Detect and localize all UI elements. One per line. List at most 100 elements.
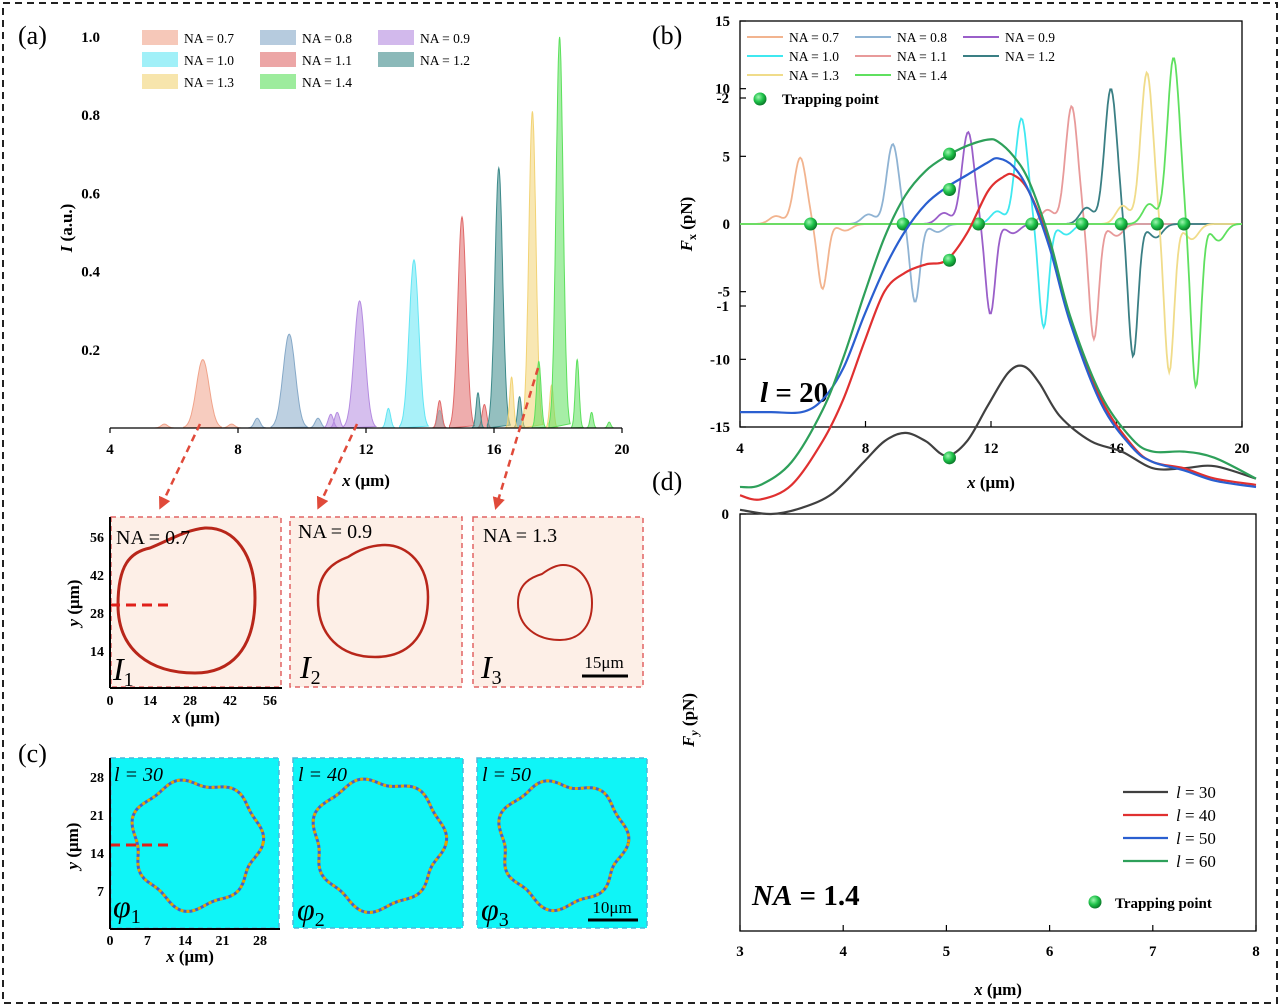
chart-a-peak-na-10	[399, 258, 430, 429]
phase-rings	[130, 777, 631, 914]
intensity-map-y-tick-label: 14	[90, 645, 104, 660]
chart-b-legend-label: NA = 1.4	[897, 68, 947, 83]
chart-a-legend-label: NA = 1.3	[184, 75, 234, 90]
chart-a-x-tick-label: 8	[234, 442, 242, 458]
chart-a-peak-na-11	[449, 215, 476, 429]
chart-b-legend-label: NA = 0.8	[897, 30, 947, 45]
phase-map-1-symbol: φ1	[113, 888, 141, 928]
phase-ring-1-overlay	[130, 778, 266, 913]
chart-d-line-50	[740, 157, 1257, 489]
panel-label-b: (b)	[652, 21, 682, 50]
chart-a-peak-na-10	[381, 407, 396, 429]
chart-d-x-tick-label: 7	[1149, 944, 1157, 960]
chart-d-y-tick-label: -2	[717, 91, 730, 107]
intensity-ring-3	[516, 563, 594, 642]
chart-d-trapping-point	[942, 183, 956, 197]
chart-d-x-tick-label: 8	[1252, 944, 1260, 960]
chart-a-y-tick-label: 0.2	[81, 343, 100, 359]
chart-d-legend: l = 30 l = 40 l = 50 l = 60 Trapping point	[1088, 783, 1216, 912]
chart-b-legend-label: NA = 1.0	[789, 49, 839, 64]
intensity-map-3	[472, 516, 644, 688]
panel-label-a: (a)	[18, 21, 47, 50]
intensity-map-y-tick-label: 56	[90, 531, 104, 546]
intensity-maps: NA = 0.7 I1 14 28 42 56 0 14 28 42 56 x (μm) y …	[64, 367, 644, 727]
chart-a-legend-label: NA = 1.2	[420, 53, 470, 68]
chart-d-legend-trap-marker	[1088, 895, 1102, 909]
intensity-map-x-tick-label: 28	[183, 694, 197, 709]
chart-b-y-label: Fx (pN)	[677, 197, 699, 253]
intensity-map-3-label: NA = 1.3	[483, 525, 557, 547]
chart-b-y-tick-label: -15	[710, 420, 730, 436]
phase-map-2-label: l = 40	[298, 764, 347, 786]
phase-scale-bar-label: 10μm	[592, 898, 631, 917]
intensity-scale-bar-label: 15μm	[584, 653, 623, 672]
intensity-map-y-label: y (μm)	[64, 580, 83, 629]
chart-a-y-tick-label: 0.8	[81, 108, 100, 124]
intensity-ring-2	[316, 543, 430, 659]
intensity-map-y-tick-label: 28	[90, 607, 104, 622]
chart-b-trapping-point	[804, 217, 818, 231]
chart-d-x-tick-label: 6	[1046, 944, 1054, 960]
chart-b-legend: NA = 0.7 NA = 0.8 NA = 0.9 NA = 1.0 NA = 1.1…	[747, 30, 1055, 108]
chart-d-trapping-point	[942, 253, 956, 267]
chart-a-peak-na-11	[432, 399, 447, 429]
chart-a-peak-na-12	[486, 166, 511, 429]
chart-a-legend-swatch	[260, 74, 296, 89]
chart-a-y-tick-label: 0.6	[81, 186, 100, 202]
chart-d-x-ticks: 3 4 5 6 7 8	[736, 925, 1260, 960]
chart-b-y-ticks: -15 -10 -5 0 5 10 15	[710, 14, 746, 436]
chart-a-legend-swatch	[378, 52, 414, 67]
chart-d-legend-label: l = 50	[1176, 829, 1216, 848]
chart-c-x-tick-label: 0	[107, 934, 114, 949]
chart-a-legend-swatch	[142, 74, 178, 89]
intensity-ring-1	[116, 526, 257, 675]
chart-d-annotation: NA = 1.4	[751, 880, 860, 912]
chart-b-trapping-point	[1114, 217, 1128, 231]
chart-c-x-tick-label: 7	[144, 934, 151, 949]
chart-b-y-tick-label: -10	[710, 352, 730, 368]
chart-d-x-tick-label: 4	[839, 944, 847, 960]
chart-b-trapping-point	[1150, 217, 1164, 231]
chart-a-legend-swatch	[142, 52, 178, 67]
chart-d-trapping-point	[942, 451, 956, 465]
chart-d-line-60	[739, 138, 1257, 489]
intensity-map-1	[110, 516, 282, 688]
chart-a: 4 8 12 16 20 0.2 0.4 0.6 0.8 1.0 x (μm) I (a.u.)…	[57, 30, 630, 490]
chart-a-peak-na-14	[586, 411, 597, 429]
chart-d-legend-label: l = 40	[1176, 806, 1216, 825]
chart-b-y-tick-label: 15	[715, 14, 730, 30]
chart-d-x-tick-label: 5	[943, 944, 951, 960]
chart-a-x-tick-label: 12	[359, 442, 374, 458]
panel-label-c: (c)	[18, 739, 47, 768]
chart-b-line-na-14	[740, 57, 1243, 390]
intensity-map-1-label: NA = 0.7	[116, 527, 190, 549]
chart-a-peak-na-14	[548, 36, 571, 429]
chart-a-peak-na-08	[248, 417, 266, 429]
chart-c-y-tick-label: 28	[90, 771, 104, 786]
chart-b-legend-label: NA = 1.1	[897, 49, 947, 64]
chart-a-legend-swatch	[260, 30, 296, 45]
chart-a-legend-swatch	[142, 30, 178, 45]
chart-a-peak-na-09	[342, 300, 378, 429]
chart-d-legend-label: l = 30	[1176, 783, 1216, 802]
chart-a-peak-na-13	[505, 376, 519, 429]
chart-b-x-tick-label: 4	[736, 441, 744, 457]
chart-b-trapping-point	[1075, 217, 1089, 231]
chart-a-x-tick-label: 4	[106, 442, 114, 458]
chart-a-peak-na-09	[329, 411, 345, 429]
chart-c-y-tick-label: 21	[90, 809, 104, 824]
phase-map-1-label: l = 30	[114, 764, 163, 786]
chart-a-peak-na-14	[603, 421, 615, 429]
chart-d-series	[739, 138, 1257, 516]
chart-d-line-30	[739, 364, 1257, 516]
intensity-map-y-tick-label: 42	[90, 569, 104, 584]
intensity-map-x-tick-label: 0	[107, 694, 114, 709]
chart-b-legend-label: NA = 0.7	[789, 30, 839, 45]
chart-d-frame	[739, 513, 1257, 932]
phase-map-2	[292, 757, 464, 929]
phase-map-3-label: l = 50	[482, 764, 531, 786]
chart-a-y-label: I (a.u.)	[57, 204, 76, 254]
chart-c-y-label: y (μm)	[63, 823, 82, 872]
